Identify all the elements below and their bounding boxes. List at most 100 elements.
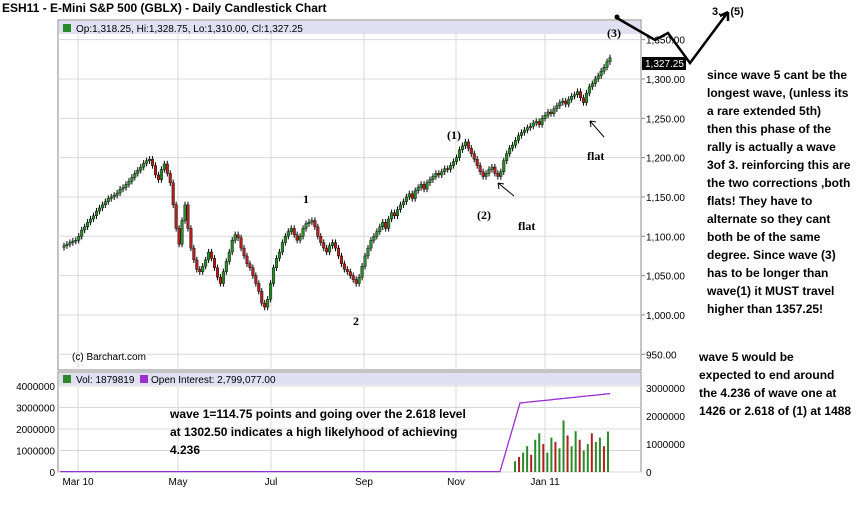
candle-body [525, 127, 529, 131]
candle-body [304, 223, 308, 229]
candle-body [280, 242, 284, 253]
candle-body [348, 271, 352, 276]
candle-body [213, 258, 217, 268]
candle-body [378, 226, 382, 232]
candle-body [233, 234, 237, 241]
candle-body [322, 242, 326, 249]
right-note-line: both be of the same [707, 230, 821, 244]
candle-body [218, 276, 222, 284]
candle-body [496, 173, 500, 177]
candle-body [511, 144, 515, 149]
price-tick-label: 1,050.00 [646, 272, 685, 283]
candle-body [239, 237, 243, 249]
volume-tick-label: 2000000 [16, 425, 55, 436]
volume-bar [514, 461, 516, 472]
candle-body [109, 196, 113, 199]
right-note-line: alternate so they cant [707, 212, 831, 226]
candle-body [106, 198, 110, 202]
right-note-line: degree. Since wave (3) [707, 248, 836, 262]
candle-body [493, 166, 497, 174]
candle-body [475, 159, 479, 166]
candle-body [455, 157, 459, 162]
candle-body [384, 221, 388, 229]
candle-body [77, 236, 81, 241]
candle-body [301, 228, 305, 237]
candle-body [469, 148, 473, 154]
candle-body [608, 57, 612, 62]
candle-body [68, 242, 72, 245]
projection-path [616, 11, 730, 66]
candle-body [587, 86, 591, 94]
volume-bar [598, 437, 601, 472]
candle-body [393, 212, 397, 217]
candle-body [148, 159, 152, 161]
volume-bar [550, 437, 553, 472]
price-y-axis: 950.00 1,000.00 1,050.00 1,100.00 1,150.00 1,… [641, 36, 685, 361]
candle-body [277, 251, 281, 259]
bottom-right-note-line: expected to end around [699, 368, 835, 382]
candle-body [310, 220, 314, 223]
candle-body [599, 70, 603, 77]
candle-body [127, 181, 131, 185]
candle-body [514, 140, 518, 146]
candle-body [578, 91, 582, 99]
price-tick-label: 1,200.00 [646, 154, 685, 165]
candle-body [549, 111, 553, 114]
candle-body [97, 207, 101, 212]
flat-arrow-a-head [497, 182, 505, 190]
candle-body [339, 255, 343, 265]
candle-body [245, 255, 249, 265]
candle-body [80, 229, 84, 237]
candle-body [528, 125, 532, 128]
open-interest-tick-label: 1000000 [646, 440, 685, 451]
right-note-line: the two corrections ,both [707, 176, 851, 190]
candle-body [460, 145, 464, 150]
candle-body [180, 220, 184, 245]
candle-body [162, 163, 166, 170]
candle-body [425, 182, 429, 190]
flat-label-a: flat [518, 219, 535, 233]
candles [62, 54, 612, 311]
candle-body [561, 100, 565, 103]
candle-body [86, 221, 90, 228]
candle-body [136, 170, 140, 174]
candle-body [319, 236, 323, 243]
candle-body [584, 92, 588, 103]
candle-body [248, 263, 252, 268]
candle-body [331, 242, 335, 246]
candle-body [570, 96, 574, 100]
ohlc-legend: Op:1,318.25, Hi:1,328.75, Lo:1,310.00, C… [76, 24, 303, 35]
candle-body [115, 192, 119, 196]
candle-body [274, 258, 278, 268]
volume-bar [522, 452, 525, 472]
candle-body [100, 204, 104, 209]
x-tick-label: Mar 10 [62, 477, 94, 488]
volume-tick-label: 0 [49, 468, 55, 479]
volume-bar [570, 446, 573, 472]
candle-body [564, 100, 568, 105]
candle-body [201, 265, 205, 272]
volume-legend-bar [59, 373, 640, 385]
candle-body [289, 228, 293, 232]
candle-body [251, 267, 255, 276]
candle-body [428, 179, 432, 184]
candle-body [195, 259, 199, 270]
candle-body [103, 201, 107, 206]
candle-body [410, 193, 414, 199]
volume-note-line: at 1302.50 indicates a high likelyhood o… [170, 425, 458, 439]
flat-arrow-b-head [589, 120, 597, 128]
flat-arrow-a [497, 182, 515, 197]
candle-body [443, 168, 447, 172]
volume-bar [538, 433, 541, 472]
price-tick-label: 1,100.00 [646, 232, 685, 243]
volume-bar [526, 446, 529, 472]
candle-body [605, 61, 609, 68]
candle-body [413, 190, 417, 199]
bottom-right-note-line: 1426 or 2.618 of (1) at 1488 [699, 404, 852, 418]
open-interest-tick-label: 0 [646, 468, 652, 479]
candle-body [452, 161, 456, 166]
wave-1b-label: (1) [447, 128, 461, 142]
volume-bar [574, 431, 577, 472]
volume-bar [518, 456, 521, 472]
candle-body [540, 118, 544, 125]
